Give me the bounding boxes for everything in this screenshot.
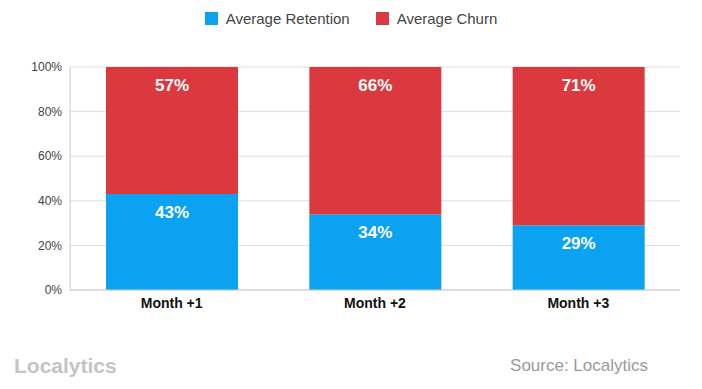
svg-text:29%: 29%: [562, 234, 596, 253]
svg-text:40%: 40%: [38, 194, 62, 208]
html-text:Source: Localytics: Source: Localytics: [510, 356, 648, 375]
svg-text:Month +3: Month +3: [547, 295, 609, 311]
svg-text:43%: 43%: [155, 203, 189, 222]
svg-text:Month +2: Month +2: [344, 295, 406, 311]
svg-text:66%: 66%: [358, 76, 392, 95]
svg-text:60%: 60%: [38, 149, 62, 163]
svg-text:Month +1: Month +1: [141, 295, 203, 311]
svg-text:0%: 0%: [45, 283, 63, 297]
svg-text:57%: 57%: [155, 76, 189, 95]
svg-text:71%: 71%: [562, 76, 596, 95]
html-text:Average Retention: Average Retention: [225, 10, 350, 27]
svg-text:34%: 34%: [358, 223, 392, 242]
html-text:Localytics: Localytics: [14, 354, 117, 377]
html-text:Average Churn: Average Churn: [396, 10, 498, 27]
svg-text:100%: 100%: [31, 60, 62, 74]
svg-text:20%: 20%: [38, 239, 62, 253]
svg-text:80%: 80%: [38, 105, 62, 119]
